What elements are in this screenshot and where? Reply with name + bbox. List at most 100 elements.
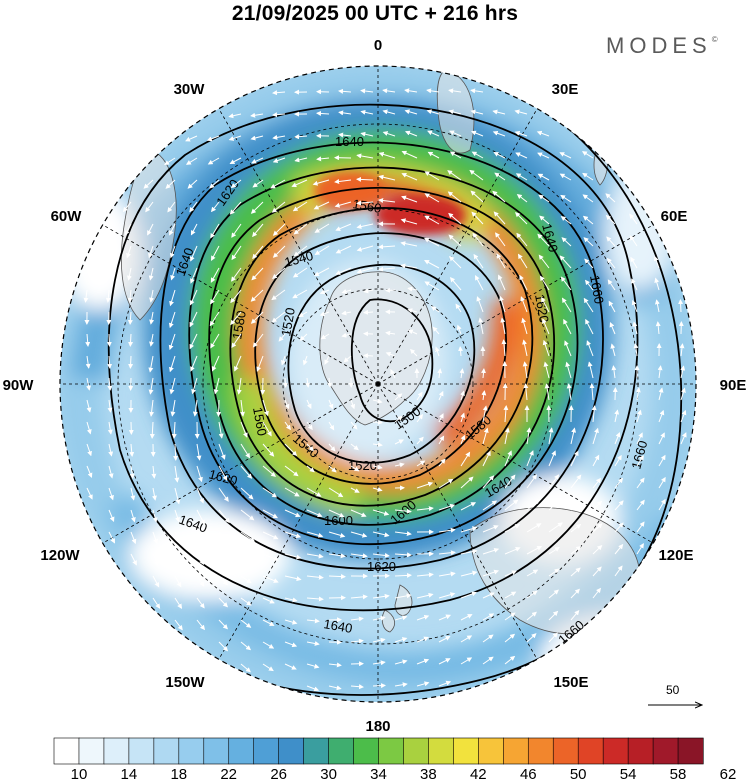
- wind-vector: [338, 110, 352, 116]
- wind-vector: [394, 552, 412, 558]
- wind-vector: [170, 267, 176, 281]
- wind-vector: [614, 543, 624, 555]
- wind-vector: [278, 333, 286, 342]
- wind-vector: [250, 112, 264, 118]
- wind-vector: [262, 619, 275, 626]
- wind-vector: [583, 297, 594, 313]
- wind-vector: [338, 88, 352, 94]
- wind-vector: [152, 487, 157, 501]
- wind-vector: [460, 570, 478, 577]
- wind-vector: [86, 443, 92, 457]
- colorbar-swatch: [378, 737, 405, 765]
- wind-vector: [218, 421, 224, 439]
- lon-label-30e: 30E: [552, 81, 579, 98]
- wind-vector: [148, 267, 154, 281]
- wind-vector: [372, 419, 383, 425]
- wind-vector: [611, 365, 617, 379]
- wind-vector: [293, 245, 308, 257]
- wind-vector: [449, 277, 462, 291]
- wind-vector: [126, 267, 132, 281]
- wind-vector: [83, 289, 89, 303]
- wind-vector: [372, 464, 383, 470]
- wind-vector: [526, 474, 537, 489]
- wind-vector: [563, 318, 572, 335]
- contour-label: 1600: [324, 513, 353, 528]
- wind-vector: [378, 152, 396, 159]
- wind-vector: [582, 194, 594, 203]
- wind-vector: [416, 481, 434, 489]
- wind-vector: [470, 130, 484, 137]
- wind-vector: [189, 289, 198, 306]
- wind-vector: [210, 223, 220, 239]
- wind-vector: [592, 587, 602, 599]
- wind-vector: [229, 201, 242, 215]
- wind-vector: [636, 477, 645, 489]
- wind-vector: [499, 295, 506, 313]
- brand-logo: MODES©: [606, 33, 718, 59]
- wind-vector: [471, 211, 484, 225]
- wind-vector: [316, 156, 330, 162]
- wind-vector: [632, 321, 638, 335]
- wind-vector: [350, 531, 368, 538]
- wind-vector: [262, 399, 269, 417]
- wind-vector: [372, 486, 383, 492]
- wind-vector: [496, 253, 506, 269]
- wind-vector: [328, 509, 345, 518]
- wind-vector: [654, 277, 660, 291]
- wind-vector: [211, 245, 220, 261]
- wind-vector: [313, 201, 330, 210]
- wind-vector: [85, 333, 91, 347]
- wind-vector: [284, 443, 298, 457]
- wind-vector: [561, 297, 572, 313]
- wind-vector: [636, 432, 643, 445]
- contour-label: 1620: [367, 559, 396, 574]
- colorbar-tick-label: 42: [470, 766, 487, 782]
- wind-vector: [538, 194, 550, 203]
- wind-vector: [582, 172, 594, 181]
- wind-vector: [680, 365, 686, 379]
- wind-vector: [416, 460, 426, 467]
- wind-vector: [407, 329, 418, 335]
- wind-vector: [262, 487, 278, 498]
- wind-vector: [341, 332, 352, 338]
- contour-label: 1660: [628, 439, 650, 471]
- wind-vector: [559, 152, 572, 159]
- wind-vector: [541, 296, 550, 313]
- wind-vector: [482, 475, 495, 489]
- wind-vector: [424, 237, 440, 247]
- wind-vector: [328, 574, 346, 580]
- wind-vector: [522, 339, 528, 357]
- wind-vector: [127, 289, 133, 303]
- contour-label: 1620: [532, 293, 552, 324]
- wind-vector: [504, 524, 521, 533]
- wind-vector: [251, 157, 264, 164]
- colorbar-swatch: [178, 737, 205, 765]
- wind-vector: [252, 333, 264, 348]
- wind-vector: [424, 215, 440, 225]
- wind-vector: [470, 190, 484, 203]
- wind-vector: [312, 179, 330, 186]
- wind-vector: [548, 498, 562, 511]
- wind-vector: [401, 172, 418, 181]
- wind-vector: [475, 275, 484, 291]
- wind-vector: [218, 487, 229, 502]
- wind-vector: [240, 553, 256, 564]
- wind-vector: [591, 405, 597, 423]
- wind-vector: [341, 289, 352, 294]
- wind-vector: [149, 311, 155, 325]
- wind-vector: [482, 450, 491, 467]
- colorbar-tick-label: 50: [570, 766, 587, 782]
- wind-vector: [294, 157, 308, 163]
- wind-vector: [363, 288, 374, 294]
- contour-label: 1660: [587, 274, 607, 305]
- lon-label-90e: 90E: [720, 377, 747, 394]
- wind-vector: [169, 355, 176, 373]
- wind-vector: [210, 201, 220, 213]
- wind-vector: [501, 339, 507, 357]
- wind-vector: [272, 134, 286, 140]
- colorbar-swatch: [478, 737, 504, 765]
- wind-vector: [262, 663, 274, 672]
- wind-vector: [482, 592, 495, 599]
- wind-vector: [448, 212, 462, 225]
